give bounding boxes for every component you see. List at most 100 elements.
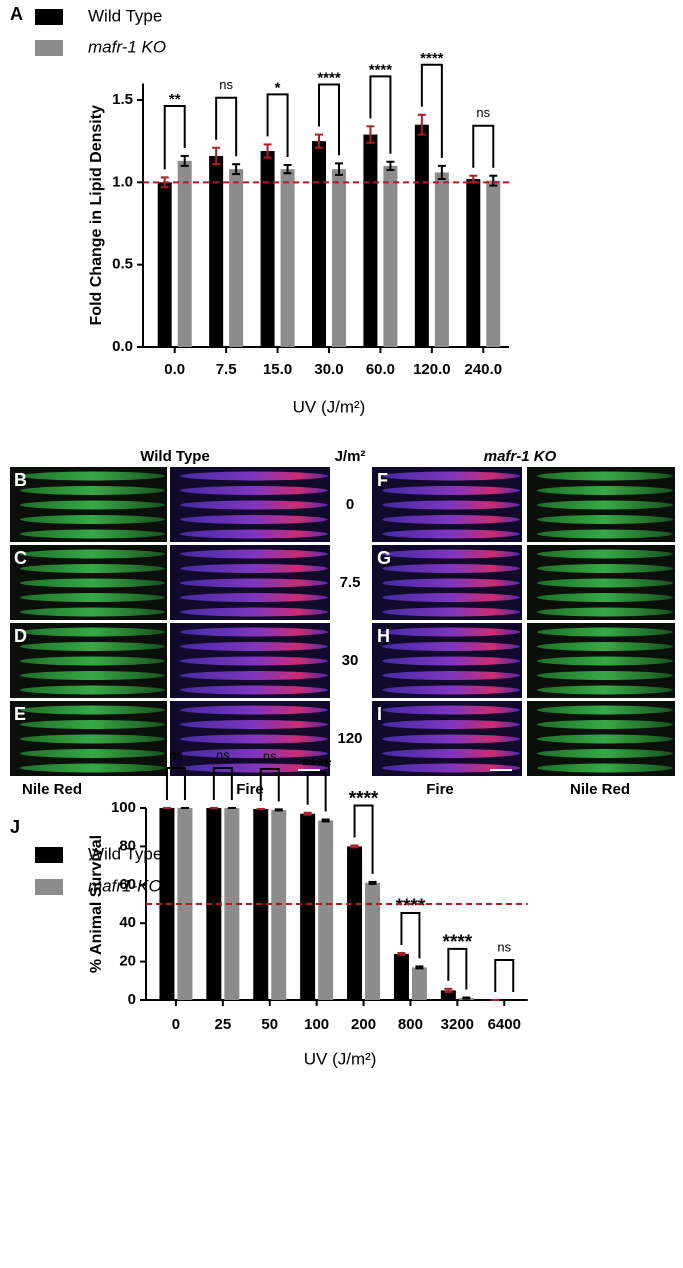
significance-label: ** bbox=[169, 91, 181, 108]
worm bbox=[180, 763, 328, 773]
worm bbox=[20, 685, 165, 695]
bar bbox=[312, 141, 326, 347]
worm bbox=[537, 607, 673, 617]
worm bbox=[180, 500, 328, 510]
y-tick-label: 60 bbox=[119, 876, 136, 893]
worm bbox=[382, 500, 520, 510]
bar bbox=[486, 180, 501, 347]
worm bbox=[20, 564, 165, 573]
worm bbox=[20, 593, 165, 602]
column-header: Wild Type bbox=[140, 448, 210, 465]
worm bbox=[20, 549, 165, 559]
bar bbox=[318, 820, 334, 1000]
y-tick-label: 0.0 bbox=[112, 338, 133, 355]
error-bar bbox=[321, 818, 330, 823]
worm bbox=[382, 529, 520, 539]
bar bbox=[157, 182, 172, 347]
bar bbox=[347, 846, 363, 1000]
worm bbox=[20, 486, 165, 495]
worm bbox=[382, 627, 520, 637]
worm bbox=[180, 642, 328, 651]
column-header: J/m² bbox=[335, 448, 366, 465]
error-bar bbox=[444, 987, 453, 993]
worm bbox=[20, 578, 165, 588]
significance-bracket bbox=[318, 83, 340, 156]
worm bbox=[537, 627, 673, 637]
worm bbox=[382, 515, 520, 524]
error-bar bbox=[366, 125, 375, 144]
panel-label: E bbox=[14, 704, 26, 724]
dose-label: 120 bbox=[337, 730, 362, 747]
bottom-label: Nile Red bbox=[570, 781, 630, 798]
worm bbox=[180, 671, 328, 680]
bar bbox=[383, 165, 398, 347]
worm bbox=[537, 749, 673, 758]
x-tick-label: 15.0 bbox=[263, 361, 292, 378]
x-axis-label: UV (J/m²) bbox=[304, 1049, 377, 1068]
worm bbox=[382, 685, 520, 695]
x-tick-label: 240.0 bbox=[465, 361, 503, 378]
significance-label: ns bbox=[497, 939, 511, 954]
worm bbox=[180, 529, 328, 539]
worm bbox=[20, 671, 165, 680]
significance-bracket bbox=[266, 93, 289, 158]
bar bbox=[440, 990, 456, 1000]
worm bbox=[382, 471, 520, 481]
worm bbox=[180, 685, 328, 695]
significance-label: ns bbox=[476, 105, 490, 120]
bar bbox=[414, 124, 429, 347]
dose-label: 7.5 bbox=[340, 574, 361, 591]
significance-label: ns bbox=[263, 748, 277, 763]
worm bbox=[20, 763, 165, 773]
x-tick-label: 60.0 bbox=[366, 361, 395, 378]
significance-label: ns bbox=[169, 747, 183, 762]
worm bbox=[180, 515, 328, 524]
error-bar bbox=[274, 808, 283, 812]
panel-label: D bbox=[14, 626, 27, 646]
worm bbox=[537, 656, 673, 666]
bar bbox=[365, 882, 381, 1000]
legend-swatch bbox=[35, 9, 63, 25]
bar bbox=[363, 134, 378, 347]
error-bar bbox=[315, 133, 323, 149]
worm bbox=[537, 763, 673, 773]
x-tick-label: 0.0 bbox=[164, 361, 185, 378]
error-bar bbox=[263, 143, 272, 159]
worm bbox=[180, 705, 328, 715]
significance-bracket bbox=[420, 63, 443, 158]
bottom-label: Fire bbox=[426, 781, 454, 798]
worm bbox=[20, 500, 165, 510]
significance-bracket bbox=[306, 771, 327, 812]
worm bbox=[20, 642, 165, 651]
significance-bracket bbox=[212, 767, 233, 800]
legend-label: Wild Type bbox=[88, 6, 162, 25]
worm bbox=[537, 515, 673, 524]
panel-label: F bbox=[377, 470, 388, 490]
y-tick-label: 1.0 bbox=[112, 173, 133, 190]
worm bbox=[537, 720, 673, 729]
significance-bracket bbox=[472, 124, 495, 168]
worm bbox=[382, 734, 520, 744]
bar bbox=[260, 151, 275, 347]
y-tick-label: 100 bbox=[111, 799, 136, 816]
x-tick-label: 25 bbox=[215, 1016, 232, 1033]
significance-bracket bbox=[369, 75, 392, 154]
x-tick-label: 30.0 bbox=[314, 361, 343, 378]
worm bbox=[20, 627, 165, 637]
x-tick-label: 3200 bbox=[441, 1016, 474, 1033]
x-tick-label: 100 bbox=[304, 1016, 329, 1033]
error-bar bbox=[489, 174, 498, 187]
worm bbox=[20, 749, 165, 758]
error-bar bbox=[417, 113, 426, 136]
worm bbox=[382, 749, 520, 758]
x-tick-label: 7.5 bbox=[216, 361, 237, 378]
significance-bracket bbox=[447, 947, 468, 990]
worm bbox=[537, 549, 673, 559]
significance-bracket bbox=[259, 767, 280, 802]
significance-label: * bbox=[275, 79, 281, 96]
worm bbox=[537, 578, 673, 588]
panel-label: H bbox=[377, 626, 390, 646]
worm bbox=[382, 593, 520, 602]
bar bbox=[434, 172, 449, 347]
